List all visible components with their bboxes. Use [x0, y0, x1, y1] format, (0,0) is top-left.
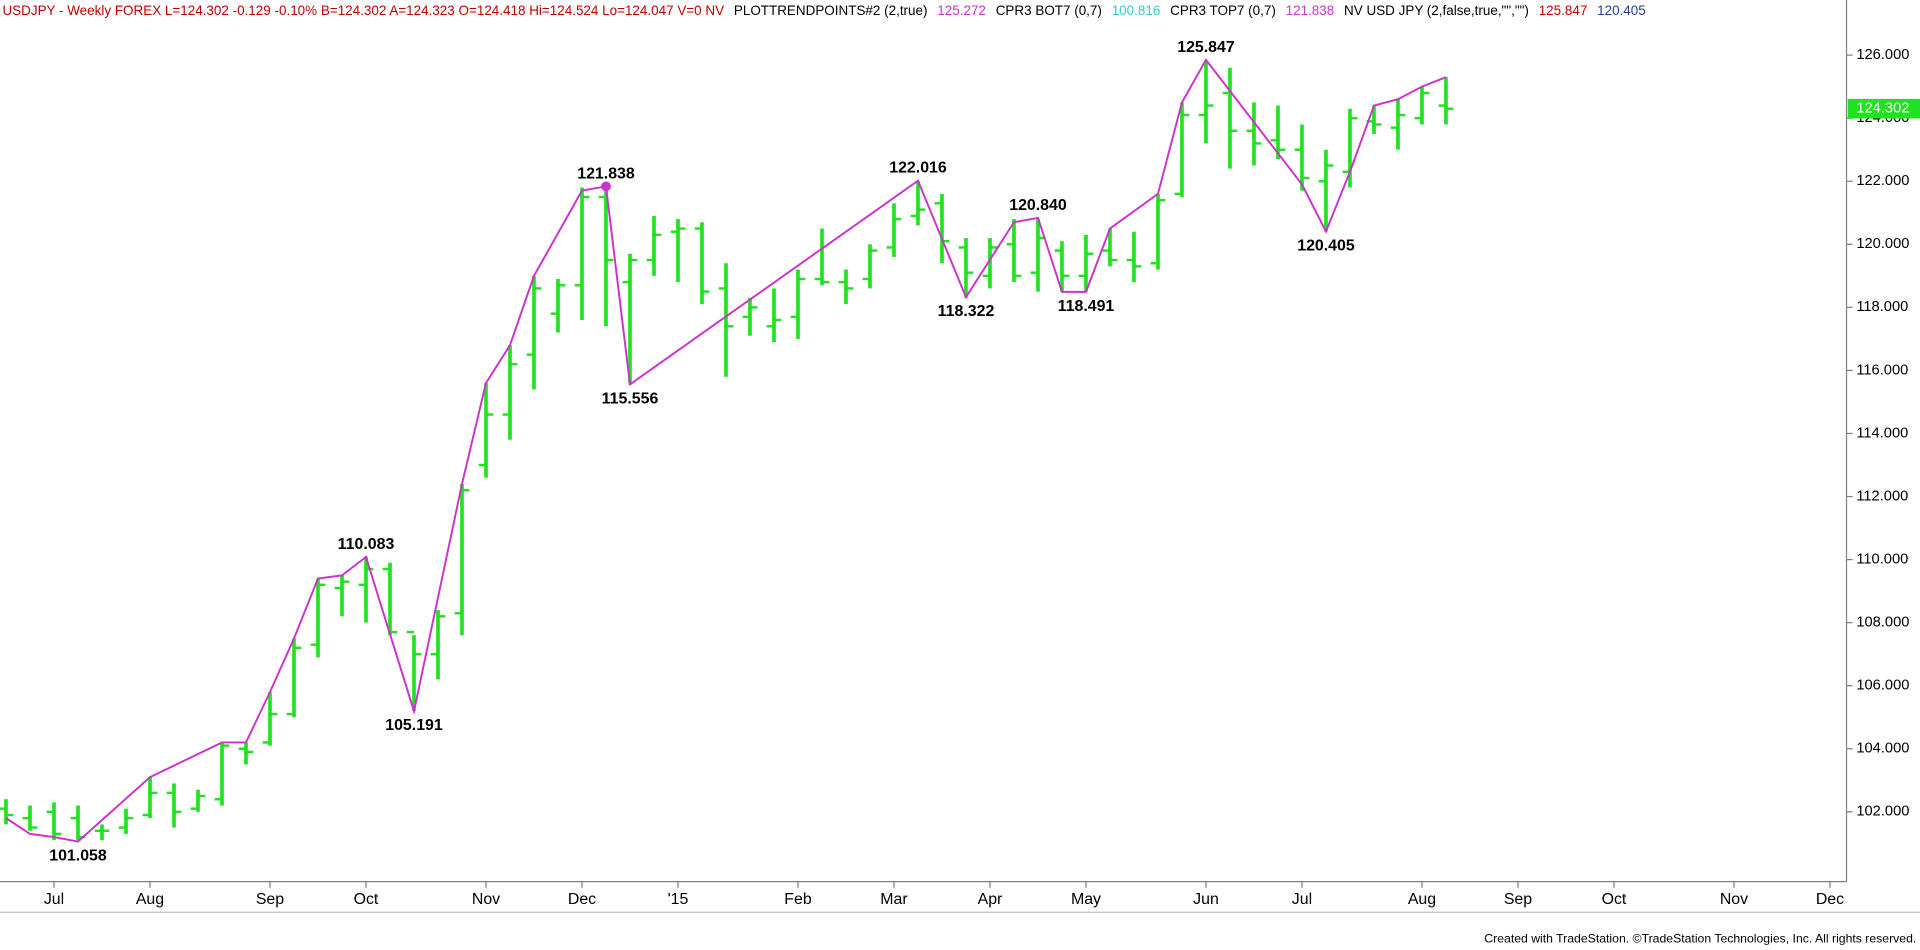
header-item: 120.405	[1597, 3, 1646, 18]
x-tick-label: Jul	[44, 891, 64, 908]
pivot-label: 115.556	[602, 390, 659, 407]
footer: Created with TradeStation. ©TradeStation…	[1484, 931, 1916, 945]
pivot-label: 105.191	[385, 717, 443, 734]
pivot-label: 121.838	[577, 165, 635, 182]
x-tick-label: Dec	[568, 891, 596, 908]
pivot-label: 120.840	[1009, 197, 1067, 214]
header-item: 125.847	[1539, 3, 1588, 18]
x-tick-label: Aug	[1408, 891, 1436, 908]
x-tick-label: Dec	[1816, 891, 1844, 908]
x-tick-label: Feb	[784, 891, 812, 908]
header-item: 100.816	[1112, 3, 1161, 18]
x-tick-label: Nov	[1720, 891, 1748, 908]
x-tick-label: Aug	[136, 891, 164, 908]
x-tick-label: Mar	[880, 891, 908, 908]
header-item: CPR3 BOT7 (0,7)	[996, 3, 1102, 18]
header-item: PLOTTRENDPOINTS#2 (2,true)	[734, 3, 928, 18]
x-tick-label: Jul	[1292, 891, 1312, 908]
pivot-label: 118.491	[1058, 298, 1115, 315]
y-tick-label: 120.000	[1856, 236, 1909, 252]
x-tick-label: Apr	[978, 891, 1003, 908]
x-tick-label: May	[1071, 891, 1101, 908]
pivot-dot	[601, 181, 611, 192]
header-item: USDJPY - Weekly FOREX L=124.302 -0.129 -…	[2, 3, 724, 18]
y-tick-label: 106.000	[1856, 678, 1909, 694]
header: USDJPY - Weekly FOREX L=124.302 -0.129 -…	[2, 3, 1645, 18]
pivot-label: 118.322	[938, 303, 995, 320]
header-item: CPR3 TOP7 (0,7)	[1170, 3, 1276, 18]
header-item: 121.838	[1286, 3, 1335, 18]
y-tick-label: 126.000	[1856, 47, 1909, 63]
pivot-label: 125.847	[1177, 39, 1235, 56]
y-tick-label: 110.000	[1856, 551, 1908, 567]
y-tick-label: 114.000	[1856, 425, 1908, 441]
header-item: NV USD JPY (2,false,true,"","")	[1344, 3, 1529, 18]
x-tick-label: Sep	[256, 891, 284, 908]
y-tick-label: 102.000	[1856, 804, 1909, 820]
x-tick-label: Oct	[354, 891, 379, 908]
x-tick-label: Sep	[1504, 891, 1532, 908]
header-item: 125.272	[937, 3, 986, 18]
x-tick-label: '15	[668, 891, 689, 908]
pivot-label: 101.058	[49, 847, 107, 864]
y-tick-label: 112.000	[1856, 488, 1908, 504]
last-price-tag	[1847, 98, 1920, 119]
x-tick-label: Oct	[1602, 891, 1627, 908]
pivot-label: 110.083	[338, 536, 395, 553]
y-tick-label: 104.000	[1856, 741, 1909, 757]
last-price-label: 124.302	[1856, 101, 1909, 117]
pivot-label: 122.016	[889, 160, 947, 177]
x-tick-label: Jun	[1193, 891, 1219, 908]
pivot-label: 120.405	[1297, 237, 1355, 254]
y-tick-label: 118.000	[1856, 299, 1908, 315]
y-tick-label: 116.000	[1856, 362, 1908, 378]
header-text: USDJPY - Weekly FOREX L=124.302 -0.129 -…	[2, 3, 1645, 18]
y-tick-label: 108.000	[1856, 615, 1909, 631]
y-tick-label: 122.000	[1856, 173, 1909, 189]
x-tick-label: Nov	[472, 891, 500, 908]
